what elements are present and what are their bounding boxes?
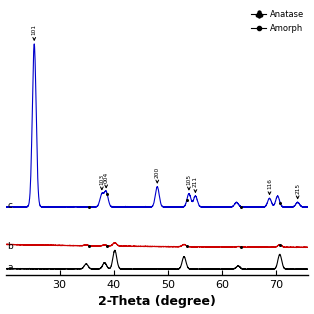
Text: a: a <box>7 263 13 272</box>
Text: b: b <box>7 242 13 251</box>
Text: 211: 211 <box>193 176 198 187</box>
Text: c: c <box>7 201 12 210</box>
Text: 215: 215 <box>295 182 300 193</box>
Legend: Anatase, Amorph: Anatase, Amorph <box>248 7 307 36</box>
Text: 103: 103 <box>99 173 104 185</box>
Text: 004: 004 <box>104 171 109 182</box>
X-axis label: 2-Theta (degree): 2-Theta (degree) <box>98 295 216 308</box>
Text: 116: 116 <box>267 179 272 189</box>
Text: 200: 200 <box>155 166 160 178</box>
Text: 101: 101 <box>32 24 37 35</box>
Text: 105: 105 <box>187 174 192 185</box>
